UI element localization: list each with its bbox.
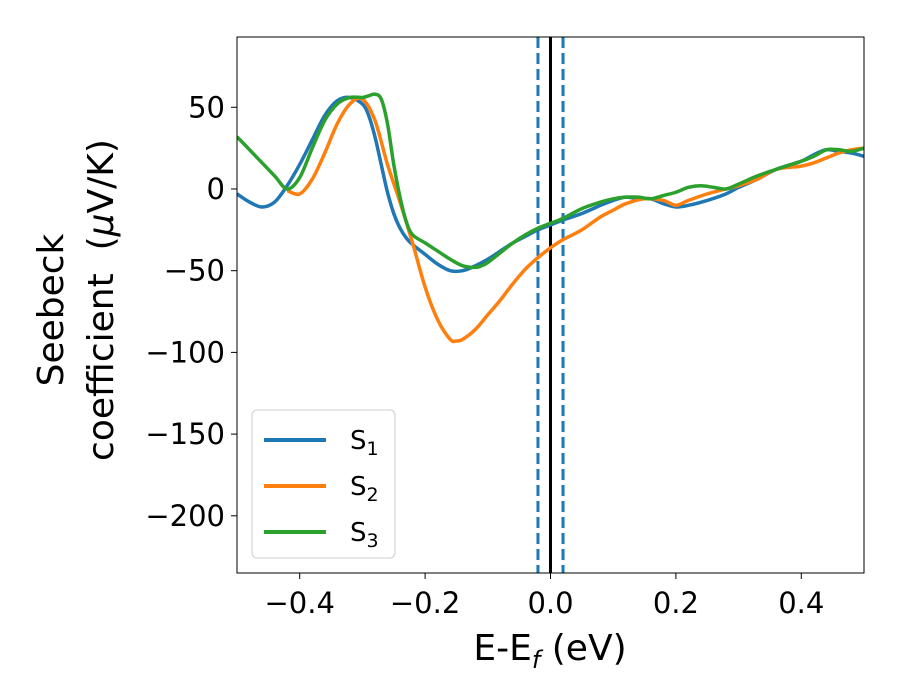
y-tick-label: −50 bbox=[164, 254, 225, 288]
legend-label-s2: S2 bbox=[350, 472, 379, 506]
series-line-s3 bbox=[237, 92, 864, 270]
x-tick-label: −0.2 bbox=[390, 586, 460, 620]
legend: S1 S2 S3 bbox=[251, 409, 396, 559]
legend-label-s1: S1 bbox=[350, 426, 379, 460]
y-axis-ticks: 50 0 −50 −100 −150 −200 bbox=[145, 90, 237, 533]
y-axis-title-line1: Seebeck bbox=[31, 233, 72, 386]
series-layer bbox=[237, 92, 864, 344]
y-tick-label: −100 bbox=[145, 335, 225, 369]
x-tick-label: 0.0 bbox=[527, 586, 573, 620]
y-axis-title-line2: coefficient (μV/K) bbox=[81, 139, 122, 461]
y-tick-label: 50 bbox=[188, 90, 225, 124]
reference-lines bbox=[536, 37, 565, 573]
y-tick-label: −200 bbox=[145, 499, 225, 533]
series-line-s2 bbox=[286, 96, 864, 344]
x-tick-label: 0.4 bbox=[778, 586, 824, 620]
x-tick-label: −0.4 bbox=[264, 586, 334, 620]
x-axis-title: E-Ef (eV) bbox=[473, 628, 626, 674]
y-axis-title: Seebeck coefficient (μV/K) bbox=[31, 139, 122, 461]
x-tick-label: 0.2 bbox=[653, 586, 699, 620]
x-axis-ticks: −0.4 −0.2 0.0 0.2 0.4 bbox=[264, 573, 824, 620]
legend-label-s3: S3 bbox=[350, 518, 379, 552]
y-tick-label: 0 bbox=[207, 172, 225, 206]
y-tick-label: −150 bbox=[145, 417, 225, 451]
